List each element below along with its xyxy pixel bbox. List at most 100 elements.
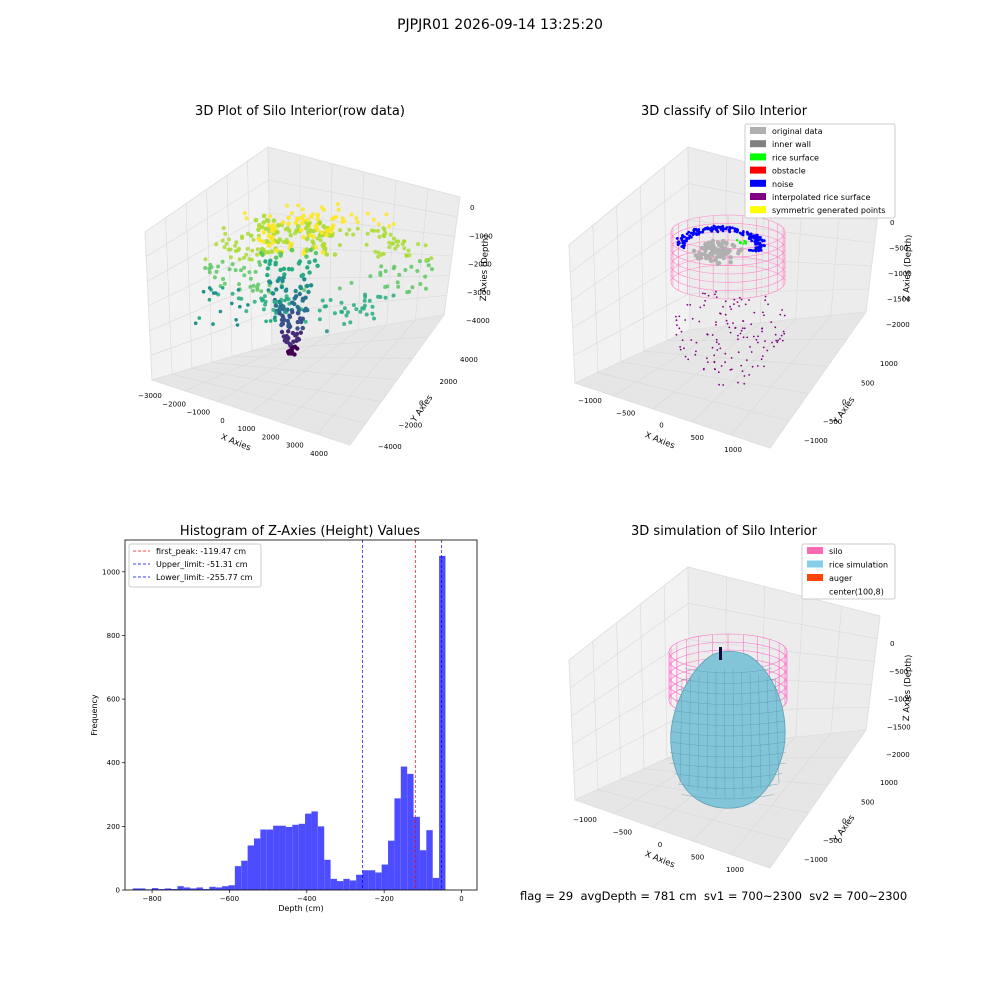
interpolated-rice-surface-point: [744, 303, 747, 306]
raw-data-point: [292, 352, 297, 357]
interpolated-rice-surface-point: [748, 299, 750, 301]
raw-data-point: [354, 307, 359, 312]
interpolated-rice-surface-point: [713, 360, 716, 363]
raw-data-point: [230, 291, 235, 296]
raw-data-point: [344, 232, 349, 237]
classify-z-tick-label: −500: [889, 245, 908, 253]
raw-data-point: [365, 231, 370, 236]
interpolated-rice-surface-point: [729, 305, 731, 308]
interpolated-rice-surface-point: [675, 315, 677, 318]
raw-data-point: [370, 304, 375, 309]
original-data-point: [728, 260, 733, 265]
raw-data-point: [267, 261, 272, 267]
raw-data-point: [268, 258, 273, 263]
raw-data-point: [407, 253, 412, 258]
raw-data-point: [306, 289, 311, 295]
interpolated-rice-surface-point: [737, 334, 739, 337]
raw-data-point: [402, 239, 407, 244]
raw-x-tick-label: −2000: [162, 400, 186, 408]
simulation-x-tick-label: −500: [613, 829, 632, 837]
noise-point: [748, 248, 751, 252]
simulation-y-tick-label: 0: [842, 818, 846, 826]
raw-data-point: [236, 296, 241, 301]
raw-data-point: [328, 298, 333, 302]
legend-label: interpolated rice surface: [772, 193, 870, 202]
legend-swatch: [750, 153, 766, 161]
interpolated-rice-surface-point: [678, 315, 681, 318]
raw-data-point: [349, 280, 354, 285]
interpolated-rice-surface-point: [761, 327, 763, 330]
raw-data-point: [358, 309, 363, 314]
noise-point: [757, 249, 760, 253]
noise-point: [721, 224, 725, 228]
raw-data-point: [305, 222, 311, 228]
original-data-point: [699, 252, 704, 257]
raw-data-point: [370, 311, 375, 316]
raw-data-point: [354, 216, 359, 221]
raw-data-point: [271, 218, 277, 223]
raw-y-tick-label: 4000: [460, 356, 478, 364]
legend-label: Upper_limit: -51.31 cm: [156, 560, 248, 569]
raw-data-point: [407, 289, 412, 294]
histogram-bar: [279, 825, 286, 890]
raw-data-point: [244, 252, 249, 257]
raw-data-point: [301, 234, 306, 240]
raw-data-point: [376, 228, 380, 233]
raw-data-point: [214, 269, 219, 274]
raw-data-point: [403, 268, 408, 272]
raw-data-point: [402, 246, 407, 251]
raw-data-point: [193, 321, 198, 326]
raw-data-point: [256, 282, 261, 287]
raw-data-point: [362, 303, 367, 308]
raw-data-point: [207, 266, 212, 271]
histogram-bar: [132, 888, 140, 890]
interpolated-rice-surface-point: [775, 339, 778, 342]
raw-data-point: [286, 215, 291, 221]
raw-data-point: [279, 300, 283, 305]
original-data-point: [720, 252, 725, 257]
simulation-plot-title: 3D simulation of Silo Interior: [631, 524, 817, 539]
raw-data-point: [418, 282, 423, 286]
raw-data-point: [265, 266, 271, 271]
raw-data-point: [281, 275, 286, 280]
raw-data-point: [328, 229, 334, 234]
interpolated-rice-surface-point: [774, 333, 777, 336]
raw-data-point: [248, 276, 253, 281]
interpolated-rice-surface-point: [706, 333, 709, 336]
interpolated-rice-surface-point: [736, 301, 739, 303]
original-data-point: [721, 245, 726, 251]
interpolated-rice-surface-point: [781, 309, 783, 311]
classify-x-tick-label: 0: [659, 422, 663, 430]
histogram-x-tick-label: −400: [297, 895, 316, 903]
raw-data-point: [324, 304, 328, 309]
raw-data-point: [280, 321, 286, 326]
histogram-bar: [177, 886, 184, 890]
noise-point: [676, 243, 680, 247]
noise-point: [712, 224, 716, 228]
raw-x-tick-label: −3000: [138, 392, 162, 400]
raw-data-point: [298, 330, 303, 335]
classify-x-axis-label: X Axies: [643, 430, 676, 451]
raw-x-axis-label: X Axies: [219, 432, 252, 453]
raw-data-point: [301, 251, 306, 257]
raw-data-point: [382, 227, 387, 232]
simulation-y-tick-label: 500: [861, 798, 874, 806]
histogram-bar: [273, 825, 280, 890]
original-data-point: [720, 238, 726, 244]
raw-data-point: [224, 241, 229, 246]
histogram-bar: [183, 887, 191, 890]
raw-data-point: [293, 288, 298, 294]
raw-z-tick-label: −2000: [468, 261, 492, 269]
raw-data-point: [383, 295, 388, 300]
raw-data-point: [249, 233, 254, 238]
interpolated-rice-surface-point: [717, 371, 720, 374]
histogram-bar: [381, 864, 389, 890]
raw-data-point: [282, 338, 287, 343]
histogram-x-tick-label: −200: [375, 895, 394, 903]
raw-data-point: [253, 217, 259, 223]
raw-data-point: [290, 309, 295, 315]
interpolated-rice-surface-point: [743, 327, 746, 330]
interpolated-rice-surface-point: [741, 327, 744, 330]
classify-x-tick-label: 1000: [724, 446, 742, 454]
interpolated-rice-surface-point: [746, 336, 749, 339]
